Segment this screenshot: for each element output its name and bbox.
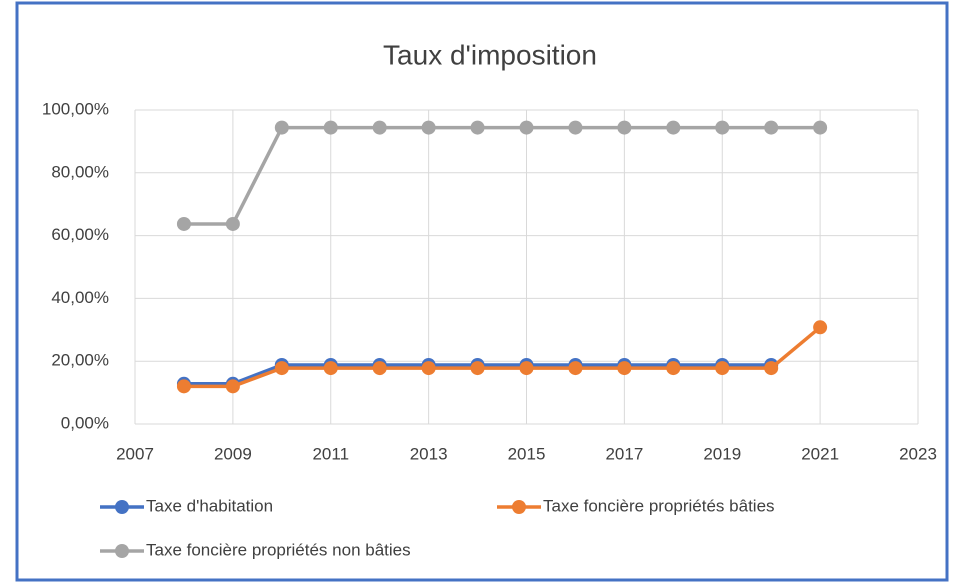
point <box>568 361 583 376</box>
x-tick-label: 2019 <box>703 444 741 463</box>
legend-marker <box>115 544 129 558</box>
chart-title: Taux d'imposition <box>383 39 597 70</box>
x-tick-label: 2023 <box>899 444 937 463</box>
legend-marker <box>115 500 129 514</box>
x-tick-label: 2007 <box>116 444 154 463</box>
legend-label: Taxe foncière propriétés bâties <box>543 496 775 515</box>
point <box>568 120 583 135</box>
y-tick-label: 60,00% <box>51 225 109 244</box>
y-tick-label: 100,00% <box>42 99 109 118</box>
x-tick-label: 2017 <box>605 444 643 463</box>
chart-frame <box>15 1 949 582</box>
point <box>666 120 681 135</box>
point <box>421 120 436 135</box>
x-tick-label: 2011 <box>312 444 349 463</box>
point <box>323 361 338 376</box>
point <box>764 120 779 135</box>
point <box>470 361 485 376</box>
point <box>715 120 730 135</box>
point <box>421 361 436 376</box>
point <box>372 120 387 135</box>
x-tick-label: 2015 <box>508 444 546 463</box>
series-line <box>183 125 821 226</box>
point <box>519 361 534 376</box>
point <box>225 216 240 231</box>
x-tick-label: 2013 <box>410 444 448 463</box>
point <box>764 361 779 376</box>
point <box>176 379 191 394</box>
legend-label: Taxe d'habitation <box>146 496 273 515</box>
point <box>274 120 289 135</box>
point <box>519 120 534 135</box>
point <box>617 361 632 376</box>
y-tick-label: 80,00% <box>51 162 109 181</box>
y-tick-label: 20,00% <box>51 351 109 370</box>
legend-label: Taxe foncière propriétés non bâties <box>146 540 411 559</box>
point <box>813 120 828 135</box>
point <box>813 320 828 335</box>
point <box>666 361 681 376</box>
point <box>715 361 730 376</box>
point <box>470 120 485 135</box>
legend-marker <box>512 500 526 514</box>
y-tick-label: 40,00% <box>51 288 109 307</box>
point <box>176 216 191 231</box>
point <box>372 361 387 376</box>
point <box>323 120 338 135</box>
point <box>274 361 289 376</box>
y-tick-label: 0,00% <box>61 413 109 432</box>
series-line <box>183 325 822 389</box>
point <box>617 120 632 135</box>
x-tick-label: 2021 <box>801 444 839 463</box>
x-tick-label: 2009 <box>214 444 252 463</box>
point <box>225 379 240 394</box>
